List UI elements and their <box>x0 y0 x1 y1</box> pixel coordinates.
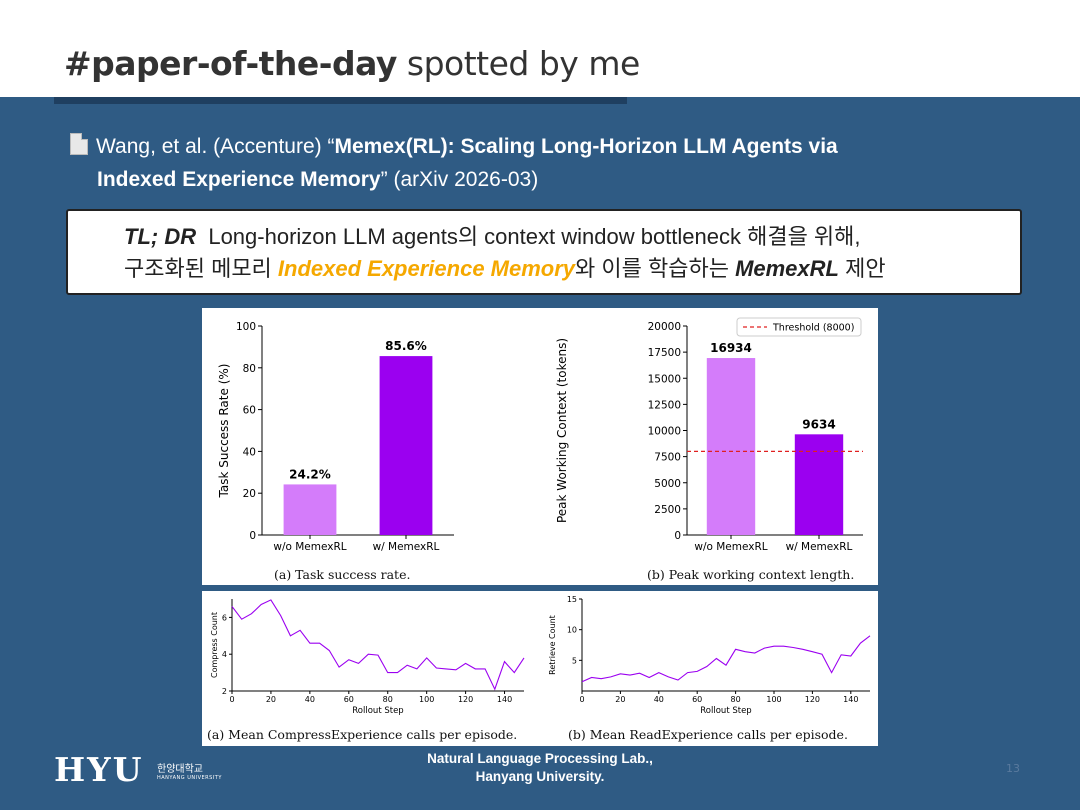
lab-line-2: Hanyang University. <box>475 769 605 784</box>
tldr-line2-post: 제안 <box>838 256 886 281</box>
bar <box>379 356 433 535</box>
chart-retrieve-count: 0 20 40 60 80 100 120 140 5 10 15 Rollout Step Retri… <box>548 595 871 716</box>
x-tick-label: 0 <box>579 695 584 704</box>
y-tick-label: 0 <box>249 530 256 542</box>
university-logo: HYU 한양대학교 HANYANG UNIVERSITY <box>54 750 221 789</box>
caption-b-top: (b) Peak working context length. <box>647 567 855 582</box>
y-tick-label: 10 <box>567 626 577 635</box>
reference-title-1: Memex(RL): Scaling Long-Horizon LLM Agen… <box>334 135 838 158</box>
series-line <box>581 635 871 683</box>
x-tick-label: w/o MemexRL <box>273 541 346 553</box>
x-tick-label: 140 <box>497 695 512 704</box>
page-title-bold: #paper-of-the-day <box>64 44 397 83</box>
bar <box>794 434 844 535</box>
caption-b-bottom: (b) Mean ReadExperience calls per episod… <box>568 727 848 742</box>
page-title-rest: spotted by me <box>406 44 640 83</box>
y-tick-label: 15000 <box>648 373 681 385</box>
lab-name: Natural Language Processing Lab., Hanyan… <box>390 750 690 786</box>
x-tick-label: 40 <box>654 695 664 704</box>
y-tick-label: 100 <box>236 321 256 333</box>
bar-value-label: 9634 <box>802 417 835 431</box>
reference-authors: Wang, et al. (Accenture) “ <box>96 135 335 158</box>
logo-text: HYU <box>54 750 144 789</box>
legend-label: Threshold (8000) <box>772 323 854 334</box>
x-axis-label: Rollout Step <box>700 706 751 716</box>
series-line <box>231 599 525 691</box>
x-tick-label: 60 <box>692 695 702 704</box>
header: #paper-of-the-day spotted by me <box>0 0 1080 97</box>
caption-a-top: (a) Task success rate. <box>274 567 411 582</box>
chart-task-success: 0 20 40 60 80 100 24.2% w/o MemexRL 85.6% w/ Meme… <box>217 321 454 553</box>
x-tick-label: 140 <box>843 695 858 704</box>
y-axis-label: Retrieve Count <box>548 615 557 675</box>
page-number: 13 <box>1006 762 1020 775</box>
y-axis-label: Task Success Rate (%) <box>217 364 231 499</box>
y-tick-label: 6 <box>222 613 227 622</box>
y-tick-label: 12500 <box>648 399 681 411</box>
chart-compress-count: 0 20 40 60 80 100 120 140 2 4 6 Rollout Step Compres… <box>210 599 525 716</box>
bar <box>706 358 756 535</box>
figure-top: 0 20 40 60 80 100 24.2% w/o MemexRL 85.6% w/ Meme… <box>202 308 878 585</box>
x-tick-label: 120 <box>458 695 473 704</box>
y-axis-label: Peak Working Context (tokens) <box>555 338 569 523</box>
y-tick-label: 2500 <box>654 504 681 516</box>
x-tick-label: 80 <box>383 695 393 704</box>
y-tick-label: 7500 <box>654 452 681 464</box>
x-tick-label: 80 <box>731 695 741 704</box>
x-tick-label: w/o MemexRL <box>694 541 767 553</box>
x-tick-label: 20 <box>615 695 625 704</box>
y-tick-label: 20000 <box>648 321 681 333</box>
y-tick-label: 4 <box>222 650 227 659</box>
tldr-line-2: 구조화된 메모리 Indexed Experience Memory와 이를 학… <box>124 251 886 283</box>
lab-line-1: Natural Language Processing Lab., <box>427 751 653 766</box>
y-tick-label: 15 <box>567 595 577 604</box>
y-tick-label: 60 <box>243 405 256 417</box>
y-tick-label: 0 <box>674 530 681 542</box>
legend-box <box>736 317 862 337</box>
bar-value-label: 24.2% <box>289 467 331 481</box>
tldr-highlight: Indexed Experience Memory <box>277 256 576 281</box>
document-icon <box>70 133 88 155</box>
y-tick-label: 5 <box>572 656 577 665</box>
y-tick-label: 40 <box>243 446 256 458</box>
paper-reference: Wang, et al. (Accenture) “Memex(RL): Sca… <box>70 130 970 196</box>
x-axis-label: Rollout Step <box>352 706 403 716</box>
logo-korean: 한양대학교 <box>157 764 203 775</box>
bar-value-label: 16934 <box>710 341 752 355</box>
page-title: #paper-of-the-day spotted by me <box>64 44 640 83</box>
bar-value-label: 85.6% <box>385 339 427 353</box>
y-tick-label: 10000 <box>648 426 681 438</box>
tldr-label: TL; DR <box>124 224 197 249</box>
x-tick-label: 100 <box>766 695 781 704</box>
tldr-method: MemexRL <box>735 256 839 281</box>
bar <box>283 484 337 535</box>
y-tick-label: 80 <box>243 363 256 375</box>
figure-bottom: 0 20 40 60 80 100 120 140 2 4 6 Rollout Step Compres… <box>202 591 878 746</box>
reference-title-2: Indexed Experience Memory <box>97 168 381 191</box>
x-tick-label: 100 <box>419 695 434 704</box>
x-tick-label: 20 <box>266 695 276 704</box>
x-tick-label: w/ MemexRL <box>786 541 853 553</box>
y-axis-label: Compress Count <box>210 612 219 678</box>
x-tick-label: 0 <box>229 695 234 704</box>
y-tick-label: 20 <box>243 488 256 500</box>
tldr-line1-text: Long-horizon LLM agents의 context window … <box>208 224 861 249</box>
tldr-box: TL; DR Long-horizon LLM agents의 context … <box>66 209 1022 295</box>
x-tick-label: 40 <box>305 695 315 704</box>
title-underline <box>54 97 627 104</box>
x-tick-label: 60 <box>344 695 354 704</box>
x-tick-label: w/ MemexRL <box>373 541 440 553</box>
tldr-line2-mid: 와 이를 학습하는 <box>575 256 736 281</box>
y-tick-label: 17500 <box>648 347 681 359</box>
reference-venue: ” (arXiv 2026-03) <box>380 168 539 191</box>
tldr-line-1: TL; DR Long-horizon LLM agents의 context … <box>124 219 861 251</box>
chart-peak-context: 0 2500 5000 7500 10000 12500 15000 17500 20000 16… <box>555 317 863 553</box>
logo-english: HANYANG UNIVERSITY <box>157 775 222 781</box>
y-tick-label: 5000 <box>654 478 681 490</box>
y-tick-label: 2 <box>222 687 227 696</box>
tldr-line2-pre: 구조화된 메모리 <box>124 256 278 281</box>
caption-a-bottom: (a) Mean CompressExperience calls per ep… <box>207 727 518 742</box>
x-tick-label: 120 <box>805 695 820 704</box>
